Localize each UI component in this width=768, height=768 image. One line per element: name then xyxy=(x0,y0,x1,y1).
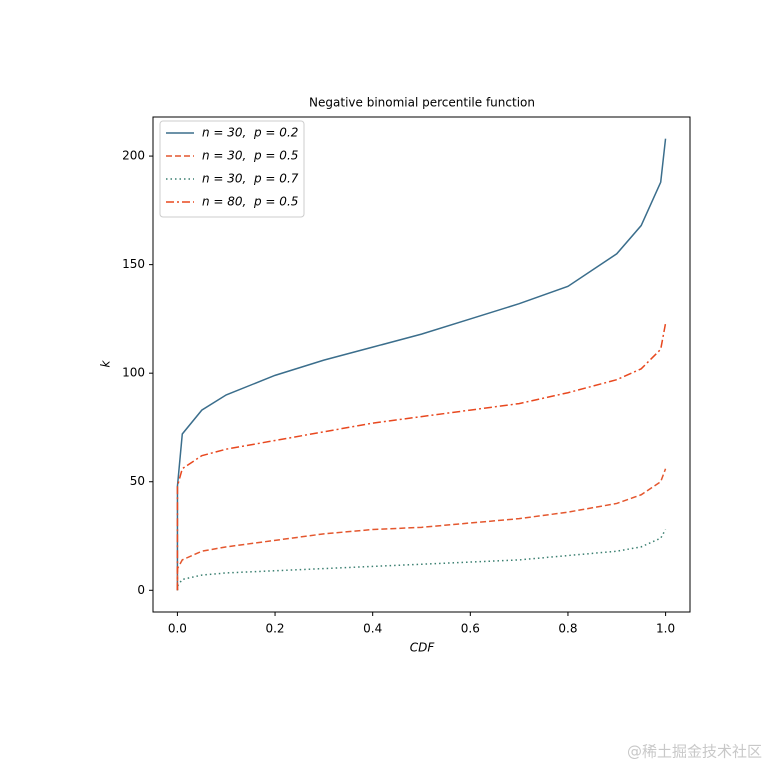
legend-label: n = 30, p = 0.5 xyxy=(202,149,298,163)
x-tick-label: 1.0 xyxy=(656,622,675,636)
x-tick-label: 0.0 xyxy=(168,622,187,636)
x-tick-label: 0.4 xyxy=(363,622,382,636)
y-tick-label: 0 xyxy=(137,583,145,597)
legend-box xyxy=(159,120,305,218)
chart-title: Negative binomial percentile function xyxy=(309,96,535,110)
x-tick-label: 0.8 xyxy=(558,622,577,636)
y-tick-label: 200 xyxy=(122,149,145,163)
y-tick-label: 50 xyxy=(130,474,145,488)
legend-label: n = 80, p = 0.5 xyxy=(202,195,298,209)
watermark: @稀土掘金技术社区 xyxy=(627,743,762,761)
legend-label: n = 30, p = 0.2 xyxy=(202,126,298,140)
y-tick-label: 100 xyxy=(122,366,145,380)
y-axis-label: k xyxy=(99,359,113,367)
legend-label: n = 30, p = 0.7 xyxy=(202,172,299,186)
line-series xyxy=(176,138,667,591)
line-series xyxy=(176,323,667,591)
y-tick-label: 150 xyxy=(122,257,145,271)
x-axis-label: CDF xyxy=(410,641,436,655)
x-tick-label: 0.6 xyxy=(461,622,480,636)
x-tick-label: 0.2 xyxy=(265,622,284,636)
plot-frame xyxy=(152,116,691,613)
